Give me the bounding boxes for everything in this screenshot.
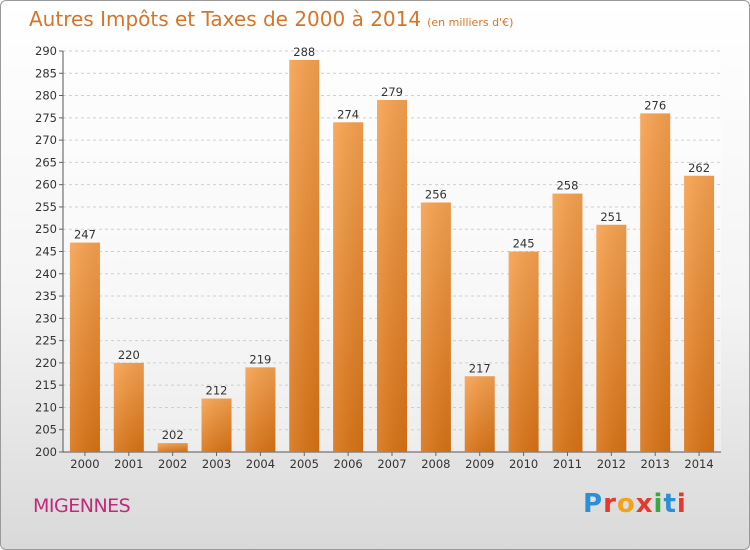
x-tick-label-2011: 2011 [553,457,582,471]
bar-shade-2005 [289,59,320,453]
y-tick-label: 275 [35,111,57,125]
data-label-2008: 256 [425,187,447,201]
bar-shade-2000 [69,242,100,452]
y-tick-label: 270 [35,133,57,147]
town-name: MIGENNES [33,495,131,517]
x-tick-label-2003: 2003 [202,457,231,471]
logo-letter: r [603,489,617,519]
data-label-2006: 274 [337,107,359,121]
bar-shade-2010 [508,251,539,452]
y-tick-label: 250 [35,222,57,236]
x-tick-label-2002: 2002 [158,457,187,471]
bar-shade-2007 [377,100,407,452]
y-tick-label: 225 [35,334,57,348]
bar-shade-2013 [640,113,671,452]
y-tick-label: 220 [35,356,57,370]
bars [69,59,715,453]
y-tick-label: 285 [35,66,57,80]
x-tick-label-2010: 2010 [509,457,538,471]
bar-shade-2003 [201,398,232,452]
data-label-2004: 219 [249,352,271,366]
x-tick-label-2014: 2014 [684,457,713,471]
x-tick-label-2004: 2004 [246,457,275,471]
logo-letter: i [653,489,664,519]
y-tick-label: 265 [35,155,57,169]
bar-shade-2014 [684,175,715,452]
bar-shade-2004 [245,367,276,452]
bar-shade-2011 [552,193,583,453]
logo-letter: o [616,489,636,519]
chart-title: Autres Impôts et Taxes de 2000 à 2014 (en… [29,7,513,31]
data-label-2007: 279 [381,85,403,99]
x-tick-label-2013: 2013 [641,457,670,471]
data-label-2013: 276 [644,98,666,112]
labels: 200 205 210 215 220 225 230 235 240 245 250 255 260 2… [35,44,714,471]
bar-shade-2012 [596,224,627,452]
x-tick-label-2009: 2009 [465,457,494,471]
y-tick-label: 210 [35,400,57,414]
y-tick-label: 245 [35,245,57,259]
proxiti-logo[interactable]: Proxiti [583,489,687,519]
chart-title-text: Autres Impôts et Taxes de 2000 à 2014 [29,7,422,31]
y-tick-label: 260 [35,178,57,192]
y-tick-label: 200 [35,445,57,459]
bar-shade-2009 [464,376,495,452]
data-label-2005: 288 [293,45,315,59]
y-tick-label: 280 [35,89,57,103]
data-label-2001: 220 [118,348,140,362]
y-tick-label: 205 [35,423,57,437]
y-tick-label: 290 [35,44,57,58]
data-label-2003: 212 [206,384,228,398]
data-label-2000: 247 [74,228,96,242]
x-tick-label-2006: 2006 [333,457,362,471]
logo-letter: i [676,489,687,519]
y-tick-label: 240 [35,267,57,281]
x-tick-label-2008: 2008 [421,457,450,471]
logo-letter: x [635,489,654,519]
x-tick-label-2001: 2001 [114,457,143,471]
data-label-2010: 245 [513,237,535,251]
data-label-2011: 258 [556,179,578,193]
data-label-2002: 202 [162,428,184,442]
x-tick-label-2005: 2005 [290,457,319,471]
y-tick-label: 235 [35,289,57,303]
y-tick-label: 255 [35,200,57,214]
bar-shade-2008 [420,202,451,452]
y-tick-label: 230 [35,311,57,325]
x-tick-label-2012: 2012 [597,457,626,471]
bar-shade-2006 [333,122,364,453]
x-tick-label-2007: 2007 [377,457,406,471]
data-label-2009: 217 [469,361,491,375]
y-tick-label: 215 [35,378,57,392]
data-label-2014: 262 [688,161,710,175]
bar-shade-2002 [157,443,188,452]
chart-unit: (en milliers d'€) [427,16,514,29]
x-tick-label-2000: 2000 [70,457,99,471]
logo-letter: P [583,489,604,519]
data-label-2012: 251 [600,210,622,224]
bar-shade-2001 [113,362,144,452]
logo-letter: t [663,489,677,519]
